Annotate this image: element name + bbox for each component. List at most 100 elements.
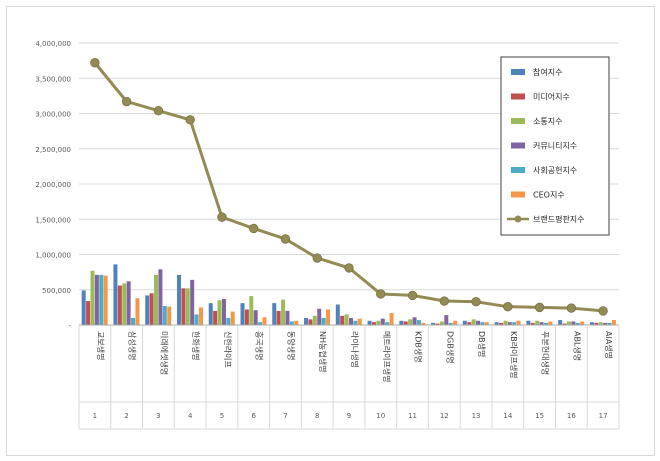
legend-label: CEO지수 — [533, 191, 565, 200]
line-point — [566, 303, 577, 313]
bar — [349, 317, 353, 325]
line-point — [376, 289, 386, 299]
bar — [353, 320, 358, 325]
bar — [244, 309, 249, 325]
bar — [221, 298, 226, 325]
bar — [194, 314, 199, 325]
bar — [326, 309, 331, 325]
line-point — [503, 301, 513, 312]
rank-label: 12 — [440, 412, 449, 420]
chart-frame: - 500,000 1,000,000 1,500,000 2,000,000 2,500… — [6, 6, 655, 456]
category-label: KDB생명 — [414, 331, 424, 363]
rank-label: 14 — [503, 412, 512, 420]
legend-swatch — [511, 142, 525, 149]
y-tick-label: 4,000,000 — [35, 40, 71, 48]
bar — [340, 315, 345, 325]
bar — [145, 295, 150, 325]
bar — [317, 308, 322, 325]
bar — [81, 290, 86, 325]
y-tick-label: 1,000,000 — [35, 252, 71, 260]
bar — [190, 279, 195, 325]
bar — [539, 322, 544, 325]
category-label: ABL생명 — [572, 331, 582, 361]
y-tick-label: - — [68, 322, 71, 330]
y-tick-label: 500,000 — [42, 287, 71, 295]
rank-label: 4 — [188, 412, 193, 420]
bar — [566, 321, 571, 325]
legend-swatch — [511, 191, 525, 198]
bar — [217, 300, 222, 325]
bar — [399, 320, 404, 325]
bar — [462, 320, 467, 325]
y-tick-label: 1,500,000 — [35, 216, 71, 224]
category-label: 푸본현대생명 — [541, 331, 551, 375]
bar — [308, 319, 313, 325]
bar — [158, 269, 163, 325]
bar — [371, 322, 376, 325]
bar — [99, 274, 104, 325]
bar — [135, 298, 140, 325]
rank-label: 1 — [93, 412, 97, 420]
line-point — [121, 96, 132, 107]
rank-label: 5 — [220, 412, 224, 420]
bar — [285, 310, 290, 325]
bar — [294, 320, 299, 325]
bar — [526, 320, 531, 325]
bar — [276, 310, 281, 325]
category-label: NH농협생명 — [318, 331, 328, 372]
bar — [122, 283, 127, 325]
legend-label: 소통지수 — [533, 117, 562, 126]
bar — [103, 275, 108, 325]
legend-swatch-marker — [514, 215, 522, 223]
bar — [335, 304, 340, 325]
bars — [81, 264, 616, 325]
bar — [126, 281, 131, 325]
bar — [507, 322, 512, 325]
bar — [94, 274, 99, 325]
legend-label: 커뮤니티지수 — [533, 141, 577, 151]
bar — [117, 285, 122, 325]
category-label: 라이나생명 — [350, 331, 360, 368]
bar — [480, 322, 485, 325]
bar — [344, 314, 349, 325]
line-point — [90, 58, 100, 68]
bar — [535, 320, 540, 325]
category-label: 메트라이프생명 — [382, 331, 392, 383]
y-tick-label: 3,000,000 — [35, 111, 71, 119]
rank-label: 6 — [251, 412, 256, 420]
bar — [562, 323, 567, 325]
rank-label: 2 — [124, 412, 128, 420]
bar — [403, 321, 408, 325]
legend-swatch — [511, 167, 525, 173]
bar — [226, 317, 231, 325]
bar — [90, 270, 95, 325]
rank-label: 9 — [347, 412, 351, 420]
line-point — [217, 212, 227, 222]
bar — [416, 320, 421, 325]
bar — [86, 301, 91, 325]
bar — [312, 315, 317, 325]
bar — [321, 317, 326, 325]
bar — [385, 322, 390, 325]
line-point — [534, 302, 545, 313]
bar — [167, 306, 172, 325]
legend-swatch — [511, 69, 525, 75]
line-point — [471, 297, 481, 307]
line-point — [280, 234, 291, 244]
bar — [611, 320, 616, 325]
rank-label: 17 — [599, 412, 608, 420]
line-point — [439, 296, 449, 306]
rank-label: 8 — [315, 412, 319, 420]
bar — [516, 320, 521, 325]
bar — [213, 310, 218, 325]
bar — [484, 322, 489, 325]
x-axis: 교보생명 1 삼성생명 2 미래에셋생명 3 한화생명 4 신한라이프 5 흥국생명 6 동양생명 7 NH… — [78, 324, 620, 430]
bar — [408, 319, 413, 325]
category-label: DB생명 — [477, 331, 487, 357]
rank-label: 7 — [283, 412, 287, 420]
bar — [421, 322, 426, 325]
bar — [154, 274, 159, 325]
bar — [113, 264, 118, 325]
bar — [289, 321, 294, 325]
